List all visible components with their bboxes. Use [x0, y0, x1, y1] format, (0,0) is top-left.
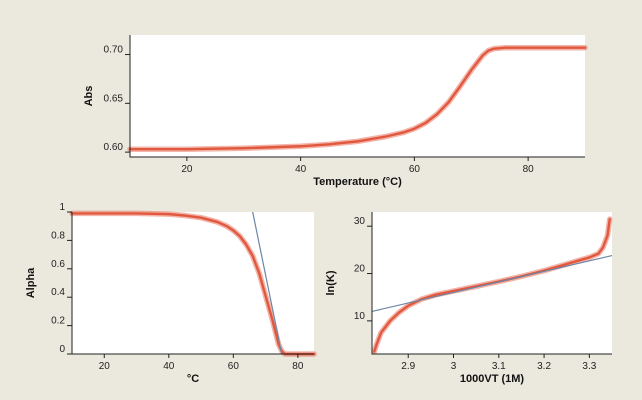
x-tick-label: 60: [409, 164, 421, 175]
y-tick-label: 0: [59, 344, 65, 355]
chart-lnk-vs-inverse-temperature: 2.9 3 3.1 3.2 3.3 10 20 30 1000VT (1M) ln(K): [325, 212, 612, 385]
x-tick-label: 3.2: [537, 361, 551, 372]
x-axis-title: Temperature (°C): [313, 176, 402, 188]
y-tick-label: 10: [354, 311, 366, 322]
y-tick-label: 30: [354, 216, 366, 227]
y-axis-title: Alpha: [25, 267, 37, 298]
x-tick-label: 20: [99, 361, 111, 372]
y-tick-label: 1: [59, 202, 65, 213]
y-tick-label: 0.2: [51, 316, 65, 327]
x-tick-label: 3.1: [492, 361, 506, 372]
x-tick-label: 2.9: [401, 361, 415, 372]
x-tick-label: 60: [228, 361, 240, 372]
y-tick-label: 0.65: [104, 93, 124, 104]
x-axis-title: °C: [187, 373, 199, 385]
y-tick-label: 0.60: [104, 142, 124, 153]
x-tick-label: 3: [451, 361, 457, 372]
y-tick-label: 0.70: [104, 45, 124, 56]
x-axis-title: 1000VT (1M): [460, 373, 525, 385]
y-tick-label: 0.6: [51, 259, 65, 270]
y-tick-label: 0.8: [51, 230, 65, 241]
chart-alpha-vs-temperature: 20 40 60 80 0 0.2 0.4 0.6 0.8 1 °C Alpha: [25, 202, 314, 385]
y-axis-title: Abs: [83, 86, 95, 107]
y-axis-title: ln(K): [325, 270, 337, 295]
x-tick-label: 80: [523, 164, 535, 175]
x-tick-label: 80: [292, 361, 304, 372]
y-tick-label: 20: [354, 264, 366, 275]
x-tick-label: 40: [163, 361, 175, 372]
x-tick-label: 20: [181, 164, 193, 175]
chart-abs-vs-temperature: 20 40 60 80 0.60 0.65 0.70 Temperature (°C) Ab…: [83, 35, 585, 188]
x-tick-label: 3.3: [582, 361, 596, 372]
x-tick-label: 40: [295, 164, 307, 175]
y-tick-label: 0.4: [51, 287, 65, 298]
